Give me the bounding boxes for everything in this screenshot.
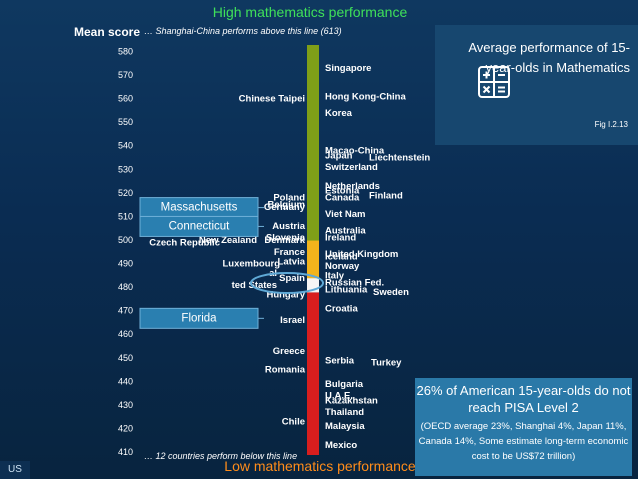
tick-label-5: 530 (118, 164, 133, 174)
tick-label-3: 550 (118, 117, 133, 127)
country-left-16: Romania (265, 365, 306, 376)
us-highlight-ellipse (250, 271, 324, 294)
country-left-4: Austria (272, 221, 305, 232)
country-left-6: New Zealand (199, 235, 257, 246)
country-left-9: France (274, 247, 305, 258)
country-left-2: Belgium (268, 200, 305, 211)
country-right-7: Netherlands (325, 181, 380, 192)
country-right-21: Croatia (325, 303, 358, 314)
tick-label-9: 490 (118, 259, 133, 269)
tick-label-7: 510 (118, 211, 133, 221)
us-corner-tag: US (0, 461, 30, 479)
callout-details: (OECD average 23%, Shanghai 4%, Japan 11… (418, 421, 629, 462)
tick-label-11: 470 (118, 306, 133, 316)
tick-label-14: 440 (118, 376, 133, 386)
us-state-label-0: Massachusetts (161, 202, 238, 214)
tick-label-10: 480 (118, 282, 133, 292)
us-state-connecticut: Connecticut (139, 215, 264, 237)
country-right-6: Switzerland (325, 162, 378, 173)
country-right-15: Iceland (325, 252, 358, 263)
bar-band-2 (307, 45, 319, 243)
country-right-24: Bulgaria (325, 379, 364, 390)
us-state-massachusetts: Massachusetts (139, 197, 264, 219)
country-left-17: Chile (282, 417, 305, 428)
country-right-22: Serbia (325, 355, 355, 366)
us-highlight-band (307, 240, 319, 279)
figure-reference: Fig I.2.13 (594, 120, 628, 129)
country-right-3: Macao-China (325, 146, 385, 157)
country-right-17: Italy (325, 270, 345, 281)
info-title: Average performance of 15-year-olds in M… (468, 40, 630, 75)
country-left-3: Germany (264, 202, 306, 213)
callout-box: 26% of American 15-year-olds do not reac… (415, 378, 632, 476)
tick-label-0: 580 (118, 46, 133, 56)
country-right-0: Singapore (325, 63, 371, 74)
country-right-19: Lithuania (325, 285, 368, 296)
country-right-13: Ireland (325, 233, 356, 244)
tick-label-13: 450 (118, 353, 133, 363)
y-axis-label: Mean score (74, 25, 141, 39)
country-left-10: Latvia (278, 256, 306, 267)
partial-label-1: ted States (232, 280, 277, 291)
country-left-14: Israel (280, 315, 305, 326)
high-performance-title: High mathematics performance (212, 4, 408, 20)
calculator-icon (478, 66, 510, 98)
country-right-14: United Kingdom (325, 249, 398, 260)
country-right-11: Viet Nam (325, 209, 365, 220)
country-left-15: Greece (273, 346, 305, 357)
country-left-13: Hungary (266, 289, 305, 300)
tick-label-15: 430 (118, 400, 133, 410)
tick-label-4: 540 (118, 141, 133, 151)
tick-label-2: 560 (118, 94, 133, 104)
us-state-florida: Florida (139, 307, 264, 329)
note-bottom: … 12 countries perform below this line (144, 451, 298, 461)
tick-label-16: 420 (118, 423, 133, 433)
country-right-12: Australia (325, 226, 366, 237)
tick-label-6: 520 (118, 188, 133, 198)
country-left-8: Czech Republic (149, 237, 220, 248)
country-left-5: Slovenia (266, 233, 306, 244)
country-right-25: U.A.E. (325, 391, 353, 402)
country-right-2: Korea (325, 108, 353, 119)
country-right-18: Russian Fed. (325, 278, 384, 289)
info-panel: Average performance of 15-year-olds in M… (435, 25, 638, 145)
tick-label-17: 410 (118, 447, 133, 457)
bar-band-0 (307, 292, 319, 455)
country-left-11: Luxembourg (222, 259, 280, 270)
country-right-5: Liechtenstein (369, 153, 430, 164)
country-right-10: Canada (325, 193, 360, 204)
country-right-28: Malaysia (325, 421, 365, 432)
country-left-12: Spain (279, 273, 305, 284)
callout-headline: 26% of American 15-year-olds do not reac… (416, 383, 631, 415)
country-left-0: Chinese Taipei (239, 94, 305, 105)
country-right-8: Estonia (325, 186, 360, 197)
country-left-1: Poland (273, 193, 305, 204)
country-right-26: Kazakhstan (325, 395, 378, 406)
country-right-29: Mexico (325, 440, 357, 451)
note-top: … Shanghai-China performs above this lin… (144, 26, 342, 36)
country-right-20: Sweden (373, 287, 409, 298)
country-right-4: Japan (325, 150, 353, 161)
tick-label-12: 460 (118, 329, 133, 339)
country-left-7: Denmark (264, 235, 305, 246)
country-right-16: Norway (325, 261, 360, 272)
tick-label-1: 570 (118, 70, 133, 80)
country-right-27: Thailand (325, 407, 364, 418)
country-right-23: Turkey (371, 358, 402, 369)
tick-label-8: 500 (118, 235, 133, 245)
country-right-9: Finland (369, 190, 403, 201)
us-state-label-1: Connecticut (169, 220, 231, 232)
country-right-1: Hong Kong-China (325, 91, 406, 102)
us-state-label-2: Florida (181, 312, 217, 324)
low-performance-title: Low mathematics performance (224, 458, 416, 474)
